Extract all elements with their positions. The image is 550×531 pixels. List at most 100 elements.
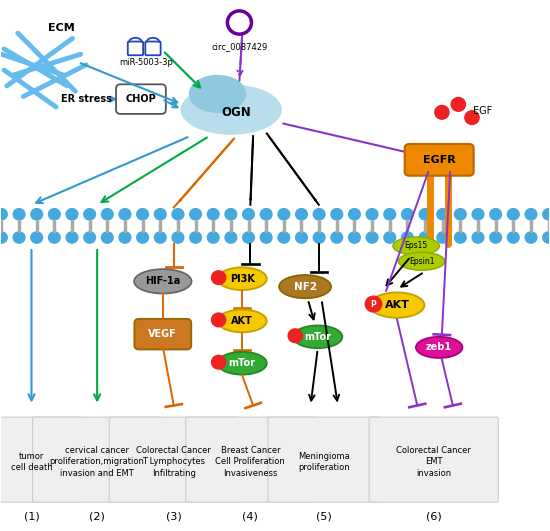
Circle shape [260, 208, 273, 220]
Ellipse shape [279, 275, 331, 298]
Circle shape [465, 111, 479, 124]
Circle shape [207, 231, 220, 244]
FancyBboxPatch shape [0, 417, 82, 502]
Text: (4): (4) [243, 511, 258, 521]
Circle shape [542, 208, 550, 220]
Circle shape [435, 106, 449, 119]
Circle shape [507, 231, 520, 244]
Circle shape [48, 208, 61, 220]
Ellipse shape [370, 293, 425, 318]
Circle shape [451, 98, 465, 112]
Circle shape [172, 231, 184, 244]
Circle shape [136, 208, 149, 220]
Text: AKT: AKT [384, 300, 409, 310]
Text: tumor
cell death: tumor cell death [10, 452, 52, 472]
Text: (5): (5) [316, 511, 332, 521]
Circle shape [13, 208, 26, 220]
Circle shape [330, 208, 343, 220]
Circle shape [312, 208, 326, 220]
Circle shape [227, 11, 251, 34]
Text: (2): (2) [89, 511, 105, 521]
Circle shape [383, 208, 397, 220]
Circle shape [153, 208, 167, 220]
Circle shape [118, 231, 131, 244]
Ellipse shape [398, 252, 445, 270]
Ellipse shape [393, 237, 439, 255]
Text: NF2: NF2 [294, 281, 317, 292]
Circle shape [419, 208, 432, 220]
Circle shape [366, 208, 378, 220]
Ellipse shape [416, 337, 463, 358]
Ellipse shape [218, 352, 267, 374]
Circle shape [348, 208, 361, 220]
Circle shape [83, 208, 96, 220]
Text: AKT: AKT [232, 316, 253, 326]
Circle shape [189, 208, 202, 220]
Text: cervical cancer
proliferation,migration
invasion and EMT: cervical cancer proliferation,migration … [50, 447, 145, 477]
Circle shape [419, 231, 432, 244]
Ellipse shape [218, 267, 267, 290]
Text: mTor: mTor [229, 358, 256, 368]
Circle shape [288, 329, 302, 342]
Circle shape [260, 231, 273, 244]
Circle shape [212, 355, 225, 369]
Ellipse shape [189, 75, 246, 113]
Text: zeb1: zeb1 [426, 342, 452, 353]
Circle shape [471, 208, 485, 220]
Circle shape [454, 208, 467, 220]
Text: EGF: EGF [473, 106, 492, 116]
Circle shape [542, 231, 550, 244]
Circle shape [207, 208, 220, 220]
Text: ER stress: ER stress [60, 94, 112, 104]
Circle shape [101, 231, 114, 244]
FancyBboxPatch shape [134, 319, 191, 349]
Circle shape [30, 208, 43, 220]
Text: Colorectal Cancer
EMT
invasion: Colorectal Cancer EMT invasion [396, 447, 471, 477]
FancyBboxPatch shape [405, 144, 474, 176]
Circle shape [295, 231, 308, 244]
Circle shape [136, 231, 149, 244]
Circle shape [366, 231, 378, 244]
Ellipse shape [218, 310, 267, 332]
Text: Breast Cancer
Cell Proliferation
Invasiveness: Breast Cancer Cell Proliferation Invasiv… [216, 447, 285, 477]
Text: miR-5003-3p: miR-5003-3p [119, 58, 173, 67]
Circle shape [224, 208, 238, 220]
Text: mTor: mTor [304, 332, 331, 342]
Circle shape [524, 208, 537, 220]
Circle shape [277, 231, 290, 244]
Circle shape [0, 208, 8, 220]
Text: Colorectal Cancer
T Lymphocytes
Infiltrating: Colorectal Cancer T Lymphocytes Infiltra… [136, 447, 211, 477]
Circle shape [101, 208, 114, 220]
Circle shape [189, 231, 202, 244]
Text: VEGF: VEGF [148, 329, 177, 339]
Circle shape [436, 231, 449, 244]
FancyBboxPatch shape [109, 417, 238, 502]
Text: (3): (3) [166, 511, 182, 521]
Text: EGFR: EGFR [423, 155, 455, 165]
Circle shape [212, 271, 225, 285]
FancyBboxPatch shape [116, 84, 166, 114]
Text: PI3K: PI3K [230, 273, 255, 284]
Text: circ_0087429: circ_0087429 [211, 42, 267, 52]
Ellipse shape [134, 269, 191, 294]
Circle shape [489, 208, 502, 220]
Ellipse shape [180, 84, 282, 135]
Circle shape [172, 208, 184, 220]
Circle shape [65, 208, 79, 220]
Text: Epsin1: Epsin1 [409, 257, 434, 266]
Circle shape [13, 231, 26, 244]
FancyBboxPatch shape [369, 417, 498, 502]
Circle shape [0, 231, 8, 244]
Circle shape [242, 208, 255, 220]
Circle shape [365, 296, 382, 312]
Circle shape [436, 208, 449, 220]
Circle shape [401, 208, 414, 220]
Circle shape [212, 313, 225, 327]
Circle shape [153, 231, 167, 244]
Text: (6): (6) [426, 511, 442, 521]
Circle shape [48, 231, 61, 244]
FancyBboxPatch shape [186, 417, 315, 502]
Circle shape [524, 231, 537, 244]
Text: (1): (1) [24, 511, 40, 521]
Circle shape [295, 208, 308, 220]
